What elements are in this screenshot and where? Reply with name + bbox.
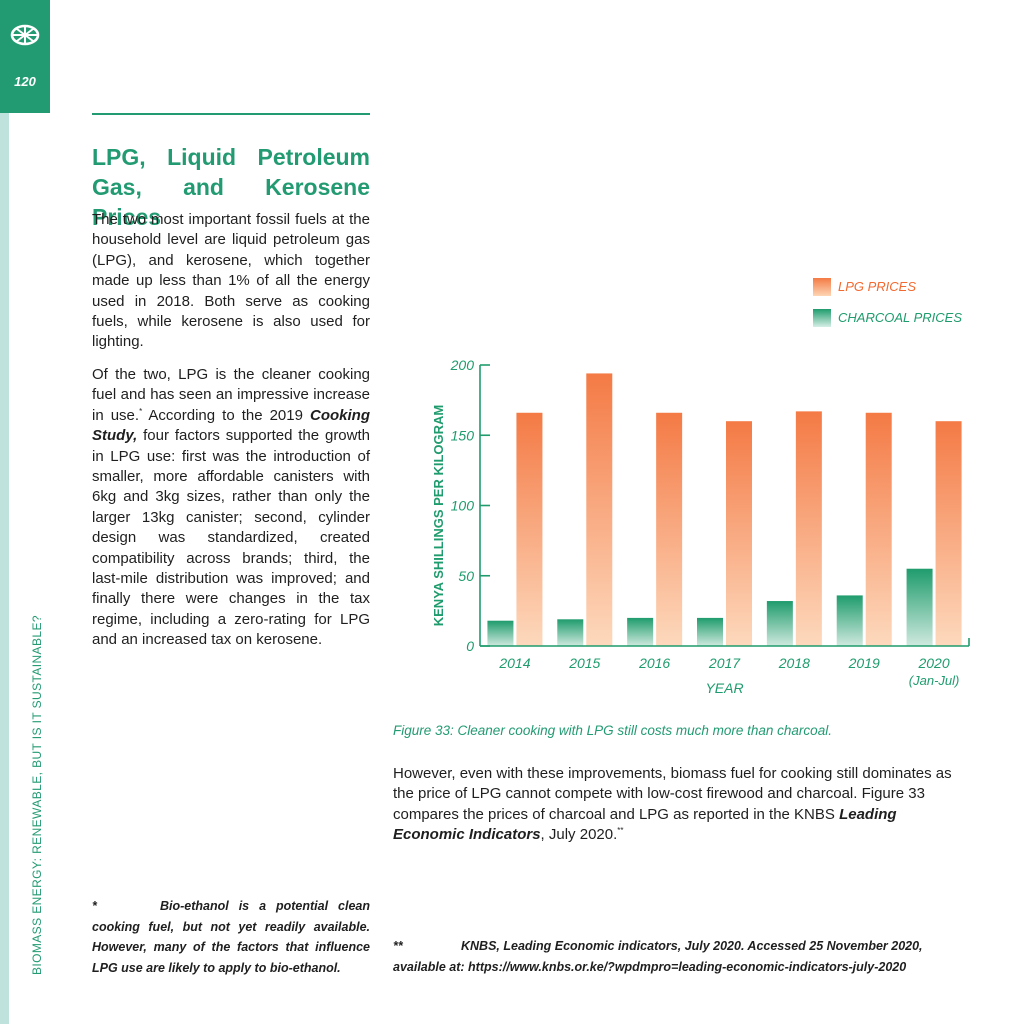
bar-lpg-2017 [726,421,752,646]
footnote-1-text: Bio-ethanol is a potential clean cooking… [92,899,370,975]
para3-text-a: However, even with these improvements, b… [393,765,952,823]
body-paragraph-3: However, even with these improvements, b… [393,764,972,846]
y-tick-label: 150 [451,427,475,443]
chart-labels: 2014 2015 2016 2017 2018 2019 2020 (Jan-Jul) 0 50… [431,357,959,696]
section-heading: LPG, Liquid Petroleum Gas, and Kerosene … [92,144,370,230]
x-tick-label: 2019 [848,655,880,671]
legend-label-charcoal: CHARCOAL PRICES [838,310,963,325]
bar-lpg-2019 [865,412,892,646]
x-tick-label: 2017 [708,655,741,671]
running-title: BIOMASS ENERGY: RENEWABLE, BUT IS IT SUS… [30,615,44,975]
legend-label-lpg: LPG PRICES [838,279,917,294]
page-tab: 120 [0,0,50,113]
x-tick-label: 2015 [568,655,600,671]
y-tick-label: 50 [458,568,474,584]
y-tick-label: 0 [466,638,474,654]
x-tick-label: 2016 [638,655,670,671]
cooking-study-title: Cooking Study, [92,406,370,445]
para2-text-b: According to the 2019 [142,406,310,424]
footnote-ref-2: ** [617,826,624,836]
footnote-2: ** KNBS, Leading Economic indicators, Jul… [393,936,972,977]
body-paragraph-1: The two most important fossil fuels at t… [92,211,370,351]
heading-rule [92,113,370,115]
bar-charcoal-2018 [766,601,793,646]
page-number: 120 [14,74,36,89]
para3-text-b: , July 2020. [540,826,618,844]
y-tick-label: 200 [450,357,475,373]
bar-lpg-2018 [795,411,822,646]
footnote-1: * Bio-ethanol is a potential clean cookin… [92,896,370,978]
side-band [0,0,9,1024]
bar-charcoal-2019 [836,595,863,646]
x-tick-label: 2014 [498,655,530,671]
chart-axes [479,364,970,647]
legend-swatch-lpg [813,278,831,296]
bar-charcoal-2016 [627,617,654,646]
bar-charcoal-2014 [487,620,514,646]
footnote-1-mark: * [92,899,97,913]
body-paragraph-2: Of the two, LPG is the cleaner cooking f… [92,365,370,651]
legend-swatch-charcoal [813,309,831,327]
bar-lpg-2016 [656,412,683,646]
bar-lpg-2015 [586,373,613,646]
y-tick-label: 100 [451,498,475,514]
para2-text-a: Of the two, LPG is the cleaner cooking f… [92,366,370,424]
price-bar-chart: 2014 2015 2016 2017 2018 2019 2020 (Jan-Jul) 0 50… [431,357,970,696]
bar-charcoal-2017 [697,617,723,646]
figure-caption: Figure 33: Cleaner cooking with LPG stil… [393,723,832,738]
x-tick-sublabel: (Jan-Jul) [909,673,960,688]
para2-text-c: four factors supported the growth in LPG… [92,427,370,649]
x-axis-title: YEAR [705,680,743,696]
x-tick-label: 2020 [917,655,949,671]
globe-logo-icon [10,24,40,46]
footnote-ref-1: * [139,406,143,416]
footnote-2-text: KNBS, Leading Economic indicators, July … [393,939,923,974]
bar-charcoal-2015 [557,619,584,646]
bar-lpg-2014 [516,412,543,646]
x-tick-label: 2018 [778,655,810,671]
leading-indicators-title: Leading Economic Indicators [393,805,897,844]
footnote-2-mark: ** [393,939,403,953]
bar-charcoal-2020 [906,568,933,646]
y-axis-title: KENYA SHILLINGS PER KILOGRAM [431,405,446,627]
bar-lpg-2020 [935,421,962,646]
chart-bars [487,373,962,646]
